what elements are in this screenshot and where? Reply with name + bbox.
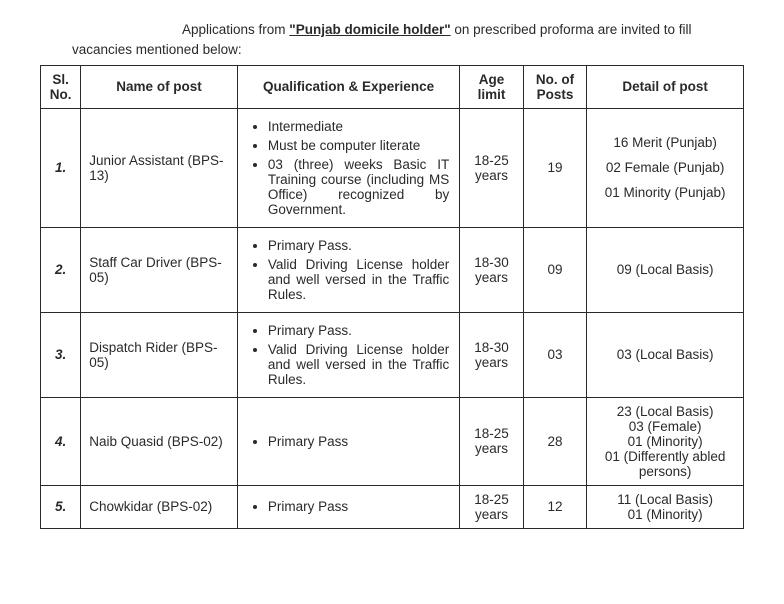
- table-header-row: Sl. No. Name of post Qualification & Exp…: [41, 65, 744, 108]
- table-row: 2.Staff Car Driver (BPS-05)Primary Pass.…: [41, 227, 744, 312]
- qualification: Intermediate Must be computer literate 03 …: [237, 108, 459, 227]
- header-detail: Detail of post: [587, 65, 744, 108]
- post-name: Dispatch Rider (BPS-05): [81, 312, 238, 397]
- sl-no: 2.: [41, 227, 81, 312]
- age-limit: 18-25 years: [460, 485, 524, 528]
- age-limit: 18-25 years: [460, 108, 524, 227]
- detail-item: 09 (Local Basis): [593, 262, 737, 277]
- detail-item: 01 (Differently abled persons): [593, 449, 737, 479]
- detail-item: 01 (Minority): [593, 507, 737, 522]
- detail-of-post: 16 Merit (Punjab) 02 Female (Punjab) 01 Mi…: [587, 108, 744, 227]
- detail-item: 02 Female (Punjab): [593, 160, 737, 175]
- sl-no: 3.: [41, 312, 81, 397]
- detail-item: 16 Merit (Punjab): [593, 135, 737, 150]
- post-name: Junior Assistant (BPS-13): [81, 108, 238, 227]
- header-qual: Qualification & Experience: [237, 65, 459, 108]
- num-posts: 19: [523, 108, 587, 227]
- post-name: Naib Quasid (BPS-02): [81, 397, 238, 485]
- qualification-item: Primary Pass: [268, 434, 449, 449]
- num-posts: 03: [523, 312, 587, 397]
- detail-of-post: 11 (Local Basis)01 (Minority): [587, 485, 744, 528]
- detail-of-post: 09 (Local Basis): [587, 227, 744, 312]
- qualification: Primary Pass: [237, 485, 459, 528]
- header-name: Name of post: [81, 65, 238, 108]
- age-limit: 18-30 years: [460, 312, 524, 397]
- qualification: Primary Pass. Valid Driving License holde…: [237, 227, 459, 312]
- age-limit: 18-30 years: [460, 227, 524, 312]
- post-name: Staff Car Driver (BPS-05): [81, 227, 238, 312]
- age-limit: 18-25 years: [460, 397, 524, 485]
- header-num: No. of Posts: [523, 65, 587, 108]
- intro-text: Applications from "Punjab domicile holde…: [20, 20, 764, 61]
- num-posts: 28: [523, 397, 587, 485]
- detail-item: 01 Minority (Punjab): [593, 185, 737, 200]
- num-posts: 09: [523, 227, 587, 312]
- detail-of-post: 23 (Local Basis)03 (Female)01 (Minority)…: [587, 397, 744, 485]
- table-row: 5.Chowkidar (BPS-02) Primary Pass 18-25 ye…: [41, 485, 744, 528]
- qualification-item: Primary Pass.: [268, 323, 449, 338]
- post-name: Chowkidar (BPS-02): [81, 485, 238, 528]
- vacancy-table: Sl. No. Name of post Qualification & Exp…: [40, 65, 744, 529]
- table-row: 4.Naib Quasid (BPS-02) Primary Pass 18-25 …: [41, 397, 744, 485]
- sl-no: 4.: [41, 397, 81, 485]
- qualification: Primary Pass: [237, 397, 459, 485]
- qualification-item: 03 (three) weeks Basic IT Training cours…: [268, 157, 449, 217]
- header-age: Age limit: [460, 65, 524, 108]
- qualification: Primary Pass. Valid Driving License holde…: [237, 312, 459, 397]
- qualification-item: Primary Pass.: [268, 238, 449, 253]
- detail-item: 11 (Local Basis): [593, 492, 737, 507]
- detail-item: 23 (Local Basis): [593, 404, 737, 419]
- header-sl: Sl. No.: [41, 65, 81, 108]
- intro-prefix: Applications from: [182, 22, 289, 37]
- qualification-item: Must be computer literate: [268, 138, 449, 153]
- table-row: 3.Dispatch Rider (BPS-05) Primary Pass. Va…: [41, 312, 744, 397]
- qualification-item: Primary Pass: [268, 499, 449, 514]
- sl-no: 5.: [41, 485, 81, 528]
- qualification-item: Intermediate: [268, 119, 449, 134]
- detail-item: 01 (Minority): [593, 434, 737, 449]
- qualification-item: Valid Driving License holder and well ve…: [268, 342, 449, 387]
- detail-item: 03 (Local Basis): [593, 347, 737, 362]
- qualification-item: Valid Driving License holder and well ve…: [268, 257, 449, 302]
- detail-of-post: 03 (Local Basis): [587, 312, 744, 397]
- table-row: 1.Junior Assistant (BPS-13) Intermediate M…: [41, 108, 744, 227]
- intro-domicile: "Punjab domicile holder": [289, 22, 450, 37]
- num-posts: 12: [523, 485, 587, 528]
- detail-item: 03 (Female): [593, 419, 737, 434]
- sl-no: 1.: [41, 108, 81, 227]
